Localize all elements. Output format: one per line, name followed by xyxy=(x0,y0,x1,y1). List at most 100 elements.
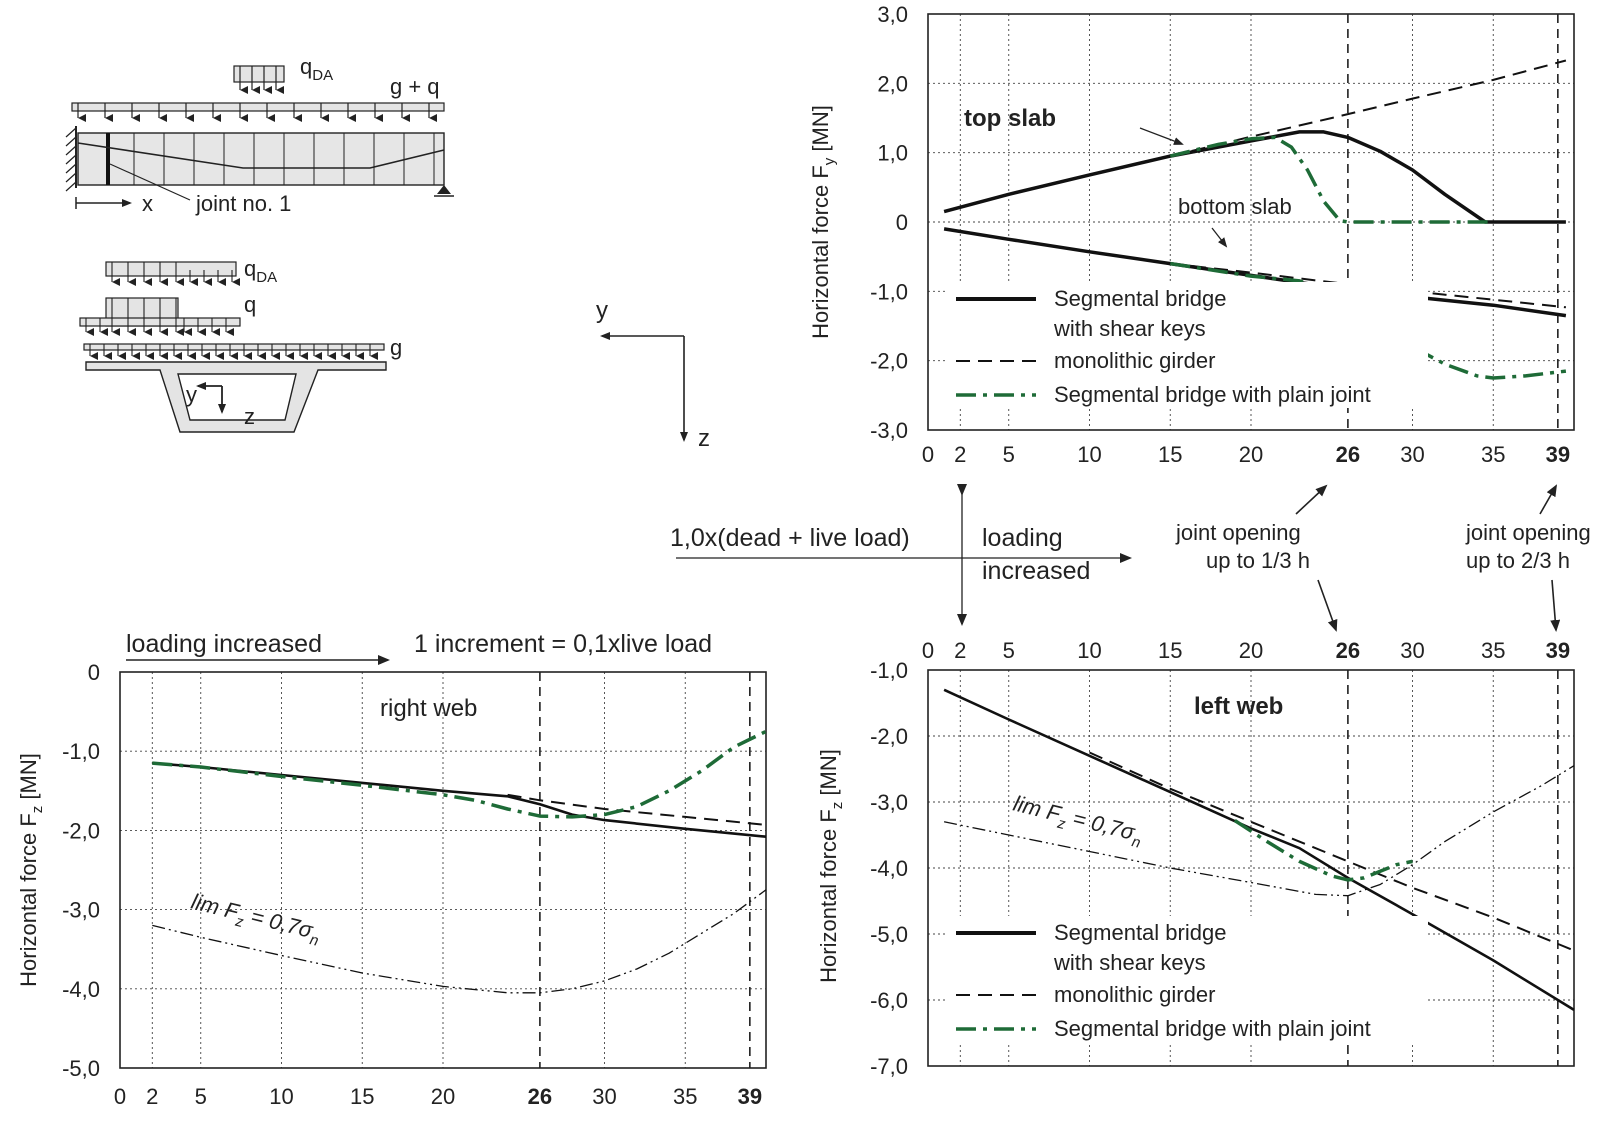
x-tick-label: 39 xyxy=(738,1084,762,1109)
y-axis-label: Horizontal force Fy [MN] xyxy=(808,105,838,339)
plot-frame xyxy=(927,669,1575,1067)
x-tick-label: 30 xyxy=(1400,442,1424,467)
load-level-label: 1,0x(dead + live load) xyxy=(670,524,910,552)
y-tick-label: -6,0 xyxy=(870,988,908,1013)
right-web-header: loading increased 1 increment = 0,1xlive… xyxy=(126,630,712,665)
hatch-line xyxy=(65,172,77,183)
x-tick-label: 26 xyxy=(1336,442,1360,467)
hatch-line xyxy=(65,181,77,192)
x-tick-label: 15 xyxy=(1158,638,1182,663)
series-dashdot-line xyxy=(1169,135,1494,224)
x-tick-label: 35 xyxy=(1481,442,1505,467)
series-dash-line xyxy=(507,793,767,826)
x-tick-label: 10 xyxy=(1077,638,1101,663)
label-arrow xyxy=(1139,127,1184,145)
beam-diagram: qDA g + q x joint no. 1 xyxy=(65,54,454,216)
girder xyxy=(77,132,445,186)
legend-background xyxy=(948,282,1428,408)
coordinate-axes: y z xyxy=(596,297,710,452)
x-tick-label: 10 xyxy=(1077,442,1101,467)
label-arrow xyxy=(1211,227,1228,248)
tendon-profile xyxy=(77,142,445,169)
x-tick-label: 15 xyxy=(350,1084,374,1109)
y-tick-label: 3,0 xyxy=(877,2,908,27)
series-dashdot-line xyxy=(1233,819,1413,882)
series-dashdotdot-line xyxy=(943,765,1575,897)
qda-section-arrows xyxy=(111,262,240,286)
limit-label: lim Fz = 0,7σn xyxy=(1010,791,1146,852)
x-tick-label: 10 xyxy=(269,1084,293,1109)
x-tick-label: 26 xyxy=(1336,638,1360,663)
qda-load-arrows xyxy=(239,66,284,94)
legend-background xyxy=(948,916,1428,1042)
qda-label: qDA xyxy=(300,54,333,84)
legend-label: monolithic girder xyxy=(1054,348,1215,373)
hatch-line xyxy=(65,145,77,156)
x-tick-label: 0 xyxy=(114,1084,126,1109)
x-tick-label: 2 xyxy=(954,442,966,467)
x-tick-label: 0 xyxy=(922,442,934,467)
limit-label: lim Fz = 0,7σn xyxy=(188,889,324,950)
qda-section-load xyxy=(105,261,237,277)
y-tick-label: -2,0 xyxy=(870,349,908,374)
y-tick-label: -4,0 xyxy=(870,856,908,881)
y-tick-label: -7,0 xyxy=(870,1054,908,1079)
series-solid-line xyxy=(943,688,1575,1012)
y-tick-label: 1,0 xyxy=(877,141,908,166)
x-tick-label: 0 xyxy=(922,638,934,663)
y-tick-label: 2,0 xyxy=(877,71,908,96)
opening1-arrow-down xyxy=(1317,579,1338,632)
legend-label: Segmental bridge with plain joint xyxy=(1054,382,1371,407)
y-axis-label: Horizontal force Fz [MN] xyxy=(16,753,46,987)
section-q-label: q xyxy=(244,292,256,317)
y-tick-label: -1,0 xyxy=(870,658,908,683)
x-tick-label: 2 xyxy=(954,638,966,663)
joint-leader xyxy=(109,163,191,201)
section-g-label: g xyxy=(390,335,402,360)
joint-opening-1-line2: up to 1/3 h xyxy=(1206,548,1310,573)
y-tick-label: -5,0 xyxy=(62,1056,100,1081)
y-tick-label: -3,0 xyxy=(870,418,908,443)
chart-title: left web xyxy=(1194,693,1283,720)
legend-label: with shear keys xyxy=(1053,316,1206,341)
hatch-line xyxy=(65,136,77,147)
joint-opening-2-line1: joint opening xyxy=(1465,520,1591,545)
legend-label: monolithic girder xyxy=(1054,982,1215,1007)
x-tick-label: 5 xyxy=(1003,638,1015,663)
legend: Segmental bridge with shear keys monolithi… xyxy=(948,916,1428,1042)
y-tick-label: -5,0 xyxy=(870,922,908,947)
x-label: x xyxy=(142,191,153,216)
x-tick-label: 39 xyxy=(1546,442,1570,467)
chart-top-slab: 0 2 5 10 15 20 26 30 35 393,02,01,00-1,0-2,0-3,0H… xyxy=(808,2,1575,467)
loading-increased-label: loading increased xyxy=(126,630,322,658)
joint-label: joint no. 1 xyxy=(195,191,291,216)
loading-label-1: loading xyxy=(982,524,1063,552)
x-tick-label: 20 xyxy=(1239,442,1263,467)
x-tick-label: 35 xyxy=(673,1084,697,1109)
section-z-label: z xyxy=(244,404,255,429)
opening1-arrow-up xyxy=(1295,484,1328,515)
x-tick-label: 5 xyxy=(1003,442,1015,467)
section-qda-label: qDA xyxy=(244,256,277,286)
series-dashdot-line xyxy=(152,729,767,819)
x-tick-label: 5 xyxy=(195,1084,207,1109)
coord-z-label: z xyxy=(698,425,710,452)
middle-annotations: 1,0x(dead + live load) loading increased… xyxy=(670,484,1591,632)
joint-opening-2-line2: up to 2/3 h xyxy=(1466,548,1570,573)
y-tick-label: -1,0 xyxy=(62,739,100,764)
hatch-line xyxy=(65,163,77,174)
y-tick-label: 0 xyxy=(896,210,908,235)
joint-opening-1-line1: joint opening xyxy=(1175,520,1301,545)
gq-load-strip xyxy=(71,102,445,112)
box-girder-section xyxy=(85,361,387,433)
y-tick-label: -2,0 xyxy=(870,724,908,749)
y-tick-label: -3,0 xyxy=(62,898,100,923)
y-tick-label: -1,0 xyxy=(870,279,908,304)
opening2-arrow-down xyxy=(1550,579,1561,632)
series-dash-line xyxy=(1170,59,1567,158)
fixed-support-hatch xyxy=(65,127,77,192)
series-solid-line xyxy=(152,761,767,838)
coord-y-label: y xyxy=(596,297,608,324)
hatch-line xyxy=(65,154,77,165)
